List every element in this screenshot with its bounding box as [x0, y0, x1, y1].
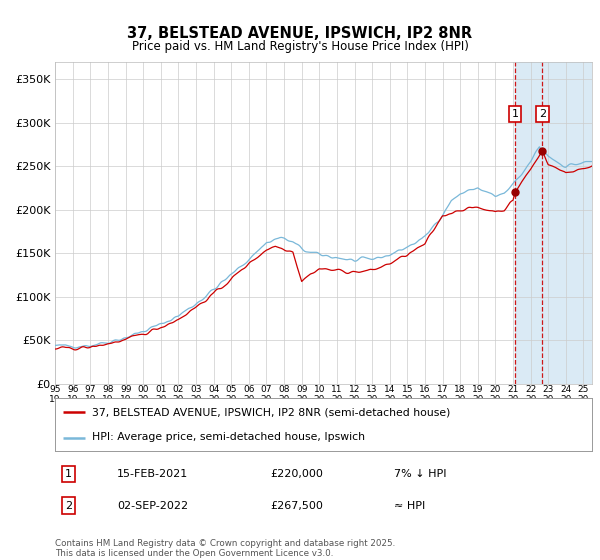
- Text: 15-FEB-2021: 15-FEB-2021: [117, 469, 188, 479]
- Text: 37, BELSTEAD AVENUE, IPSWICH, IP2 8NR (semi-detached house): 37, BELSTEAD AVENUE, IPSWICH, IP2 8NR (s…: [92, 408, 450, 418]
- Text: 2: 2: [539, 109, 546, 119]
- Text: Price paid vs. HM Land Registry's House Price Index (HPI): Price paid vs. HM Land Registry's House …: [131, 40, 469, 53]
- Text: 1: 1: [65, 469, 72, 479]
- Text: £220,000: £220,000: [270, 469, 323, 479]
- Bar: [515, 62, 592, 384]
- Text: 02-SEP-2022: 02-SEP-2022: [117, 501, 188, 511]
- Text: 7% ↓ HPI: 7% ↓ HPI: [394, 469, 446, 479]
- Text: ≈ HPI: ≈ HPI: [394, 501, 425, 511]
- Text: 1: 1: [512, 109, 518, 119]
- Text: £267,500: £267,500: [270, 501, 323, 511]
- Text: 2: 2: [65, 501, 72, 511]
- Text: Contains HM Land Registry data © Crown copyright and database right 2025.
This d: Contains HM Land Registry data © Crown c…: [55, 539, 395, 558]
- Text: HPI: Average price, semi-detached house, Ipswich: HPI: Average price, semi-detached house,…: [92, 432, 365, 442]
- Text: 37, BELSTEAD AVENUE, IPSWICH, IP2 8NR: 37, BELSTEAD AVENUE, IPSWICH, IP2 8NR: [127, 26, 473, 41]
